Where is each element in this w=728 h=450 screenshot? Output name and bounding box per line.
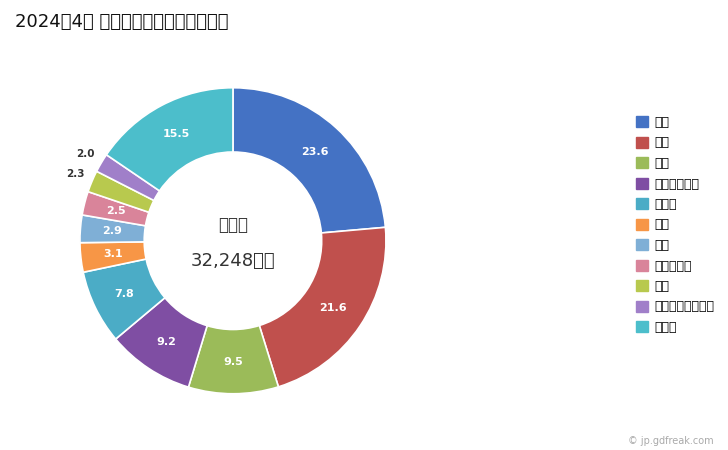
Wedge shape — [189, 325, 278, 394]
Wedge shape — [116, 298, 207, 387]
Text: 2.0: 2.0 — [76, 148, 95, 158]
Wedge shape — [97, 155, 159, 200]
Text: 2.9: 2.9 — [103, 226, 122, 236]
Wedge shape — [83, 259, 165, 339]
Text: © jp.gdfreak.com: © jp.gdfreak.com — [628, 436, 713, 446]
Text: 9.2: 9.2 — [157, 337, 176, 347]
Wedge shape — [88, 171, 154, 212]
Text: 21.6: 21.6 — [320, 303, 347, 313]
Text: 2.5: 2.5 — [106, 206, 126, 216]
Text: 2.3: 2.3 — [66, 169, 84, 179]
Legend: 中国, 米国, タイ, インドネシア, インド, 韓国, 台湾, フィリピン, 香港, アラブ首長国連邦, その他: 中国, 米国, タイ, インドネシア, インド, 韓国, 台湾, フィリピン, … — [636, 116, 714, 334]
Text: 15.5: 15.5 — [163, 129, 190, 139]
Text: 32,248万円: 32,248万円 — [191, 252, 275, 270]
Wedge shape — [259, 227, 386, 387]
Text: 9.5: 9.5 — [223, 356, 243, 367]
Wedge shape — [233, 88, 385, 233]
Wedge shape — [82, 192, 149, 226]
Text: 総　額: 総 額 — [218, 216, 248, 234]
Wedge shape — [80, 215, 146, 243]
Text: 2024年4月 輸出相手国のシェア（％）: 2024年4月 輸出相手国のシェア（％） — [15, 14, 228, 32]
Wedge shape — [80, 242, 146, 272]
Text: 7.8: 7.8 — [114, 288, 134, 299]
Wedge shape — [106, 88, 233, 191]
Text: 23.6: 23.6 — [301, 147, 328, 157]
Text: 3.1: 3.1 — [103, 249, 122, 259]
